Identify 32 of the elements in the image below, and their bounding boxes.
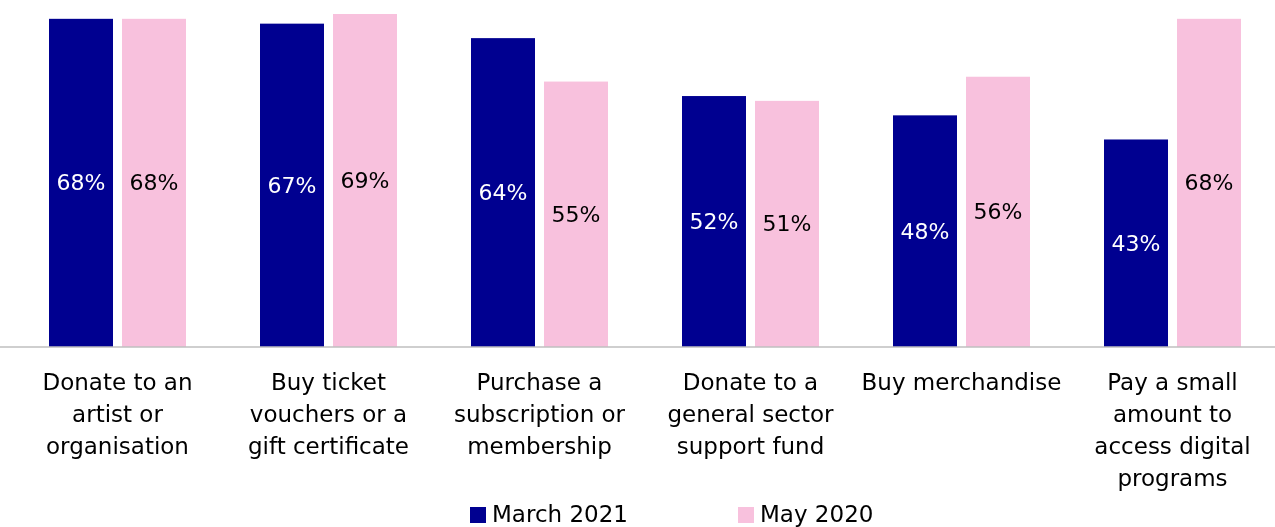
bar [49, 18, 113, 347]
x-tick-label: Buy ticket vouchers or a gift certificate [247, 369, 410, 459]
bar [966, 76, 1030, 347]
bar [682, 96, 746, 347]
bar [122, 18, 186, 347]
data-label: 55% [551, 201, 601, 227]
x-tick-label: Purchase a subscription or membership [453, 369, 626, 459]
data-label: 51% [762, 211, 812, 237]
data-label: 64% [478, 180, 528, 206]
data-label: 48% [900, 218, 950, 244]
bar [1104, 139, 1168, 347]
bar [1177, 18, 1241, 347]
bar [260, 23, 324, 347]
x-tick-label: Pay a small amount to access digital programs [1094, 369, 1251, 491]
legend-label: March 2021 [492, 501, 628, 527]
bar [544, 81, 608, 347]
bar [893, 115, 957, 347]
data-label: 43% [1111, 230, 1161, 256]
x-tick-label: Donate to a general sector support fund [667, 369, 835, 459]
bar [755, 100, 819, 347]
bar [333, 14, 397, 347]
data-label: 67% [267, 172, 317, 198]
bar [471, 38, 535, 347]
data-label: 68% [129, 170, 179, 196]
x-tick-label: Buy merchandise [861, 369, 1062, 395]
data-label: 68% [56, 170, 106, 196]
data-label: 69% [340, 168, 390, 193]
data-label: 56% [973, 199, 1023, 225]
data-label: 68% [1184, 170, 1234, 196]
data-label: 52% [689, 209, 739, 235]
legend-label: May 2020 [760, 501, 874, 527]
x-tick-label: Donate to an artist or organisation [42, 369, 193, 459]
